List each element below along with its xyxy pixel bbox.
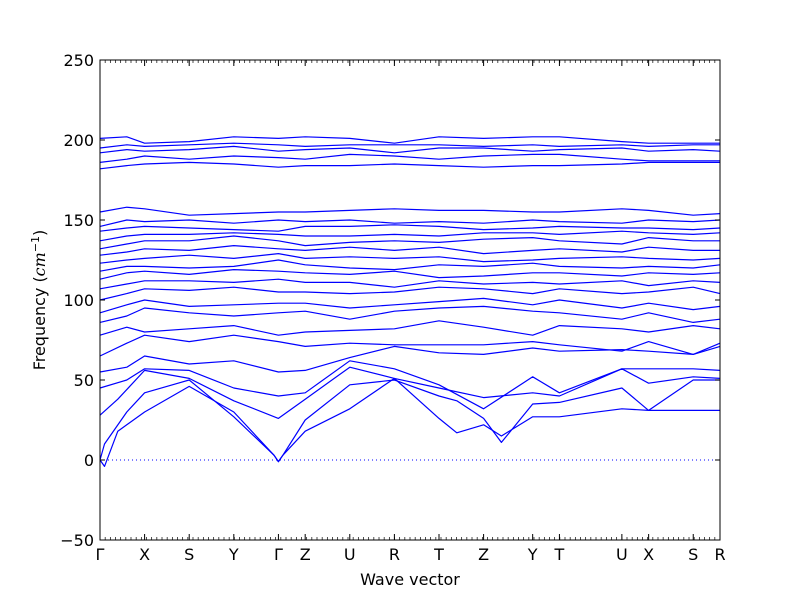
band-line-25 — [99, 136, 720, 144]
band-line-16 — [99, 235, 720, 250]
x-tick-label: R — [714, 545, 725, 564]
x-tick-label: T — [433, 545, 444, 564]
y-axis-title-close: ) — [30, 230, 49, 236]
band-line-10 — [99, 286, 721, 301]
band-line-4 — [99, 360, 721, 410]
x-tick-label: R — [389, 545, 400, 564]
x-tick-label: Z — [300, 545, 311, 564]
x-axis-title: Wave vector — [360, 570, 460, 589]
band-line-24 — [99, 142, 720, 149]
y-axis-title-unit: cm — [30, 252, 49, 276]
band-line-23 — [99, 145, 721, 154]
series-layer — [99, 136, 721, 467]
x-tick-label: Γ — [274, 545, 283, 564]
x-tick-label: S — [688, 545, 698, 564]
y-tick-label: 250 — [63, 51, 94, 70]
x-tick-label: S — [184, 545, 194, 564]
band-line-22 — [99, 153, 720, 163]
y-tick-label: 0 — [84, 451, 94, 470]
band-line-7 — [99, 320, 721, 336]
x-tick-label: Y — [228, 545, 239, 564]
y-axis-title-exponent: −1 — [29, 236, 42, 252]
band-line-15 — [99, 245, 720, 256]
x-tick-label: X — [643, 545, 654, 564]
y-tick-label: 150 — [63, 211, 94, 230]
y-tick-label: 200 — [63, 131, 94, 150]
band-line-6 — [99, 334, 721, 357]
band-line-20 — [99, 206, 721, 216]
band-line-8 — [99, 305, 721, 323]
y-tick-label: 100 — [63, 291, 94, 310]
y-axis-title: Frequency (cm−1) — [29, 230, 49, 371]
x-tick-label: Y — [527, 545, 538, 564]
x-tick-label: X — [139, 545, 150, 564]
band-line-1 — [99, 377, 720, 467]
band-line-3 — [99, 366, 721, 419]
band-line-14 — [99, 253, 721, 264]
x-tick-label: T — [554, 545, 565, 564]
band-line-2 — [99, 379, 720, 463]
band-line-17 — [99, 230, 721, 242]
x-tick-label: Γ — [96, 545, 105, 564]
y-tick-label: −50 — [60, 531, 94, 550]
y-axis: −50 0 50 100 150 200 250 — [60, 51, 720, 550]
band-line-19 — [99, 219, 721, 227]
y-tick-label: 50 — [74, 371, 94, 390]
y-axis-title-main: Frequency ( — [30, 276, 49, 370]
band-line-21 — [99, 161, 720, 170]
band-line-5 — [99, 342, 721, 373]
x-tick-label: Z — [478, 545, 489, 564]
x-tick-label: U — [344, 545, 356, 564]
band-line-9 — [99, 297, 721, 314]
band-line-12 — [99, 269, 721, 280]
band-line-18 — [99, 224, 721, 232]
x-tick-label: U — [616, 545, 628, 564]
band-line-13 — [99, 259, 721, 272]
band-line-11 — [99, 278, 721, 290]
